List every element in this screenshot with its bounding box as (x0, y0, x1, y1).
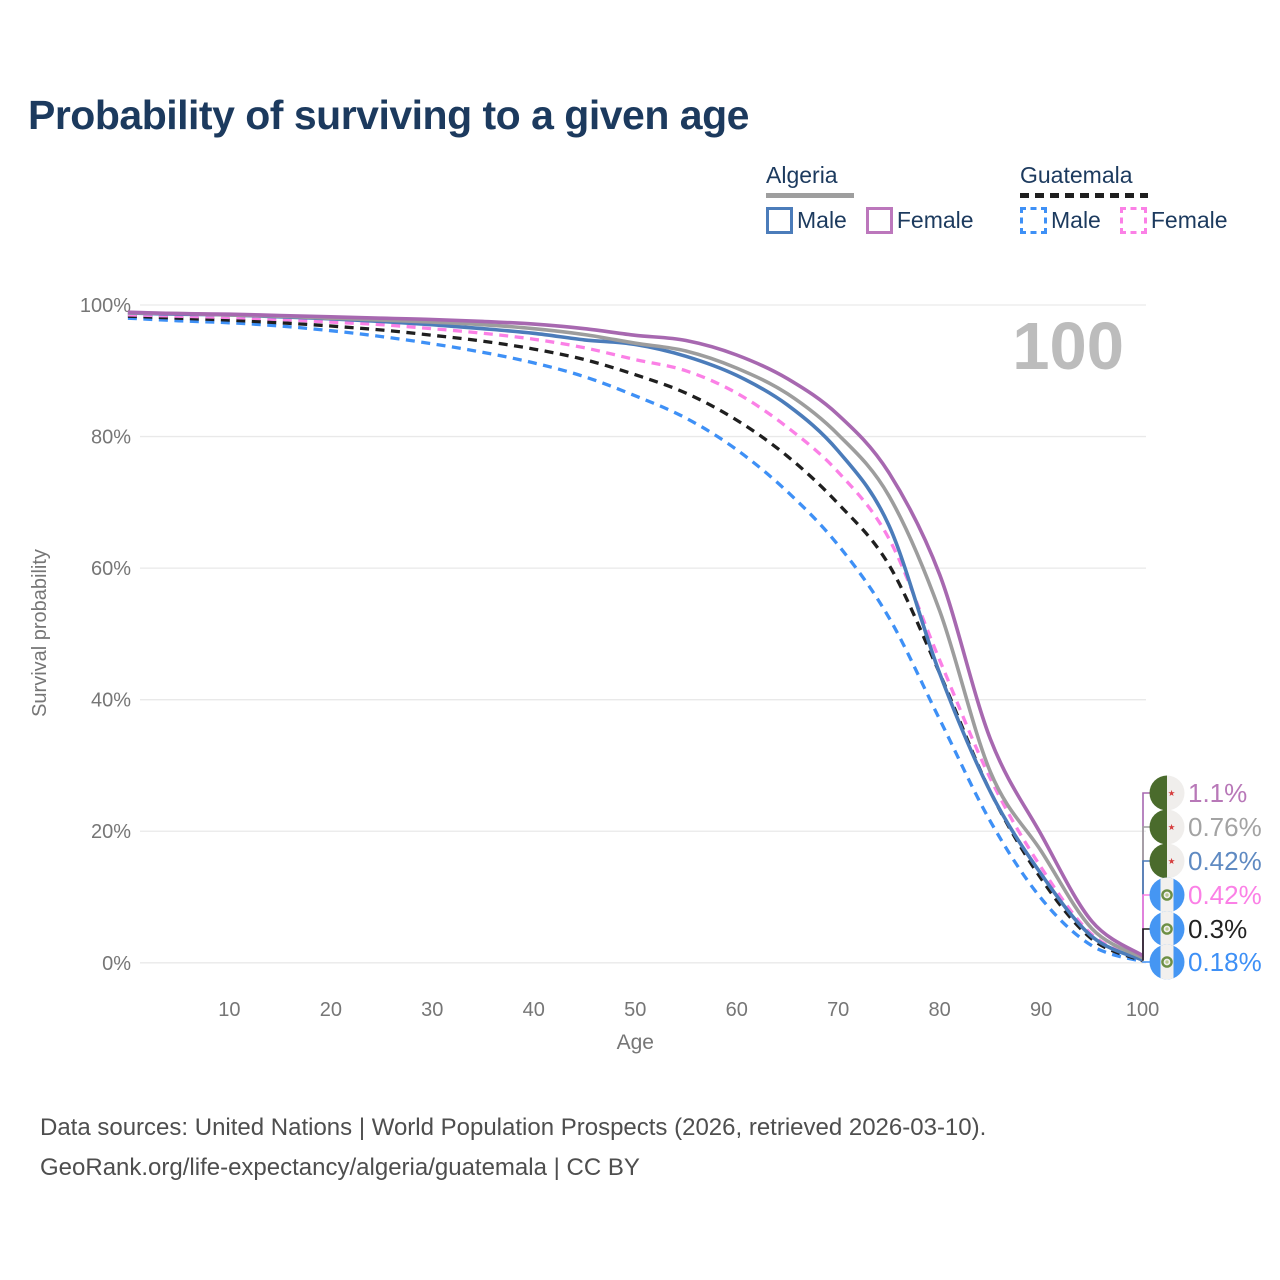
series-line-guatemala-female[interactable] (127, 313, 1144, 962)
gridlines (140, 304, 1146, 964)
end-label-connector-guatemala-both-sexes (1142, 928, 1151, 961)
x-axis-title: Age (617, 1031, 654, 1054)
legend-item-guatemala-male[interactable]: Male (1020, 207, 1101, 234)
end-label-value-guatemala-female: 0.42% (1188, 880, 1262, 910)
y-tick-60: 60% (91, 558, 131, 580)
legend-item-label: Female (1150, 207, 1228, 233)
x-tick-80: 80 (929, 999, 951, 1021)
page-title: Probability of surviving to a given age (28, 92, 749, 138)
x-tick-70: 70 (827, 999, 849, 1021)
y-tick-20: 20% (91, 821, 131, 843)
algeria-flag-icon (1149, 843, 1185, 879)
guatemala-flag-icon (1149, 944, 1185, 980)
x-tick-40: 40 (523, 999, 545, 1021)
series-lines (127, 310, 1144, 964)
end-label-value-guatemala-male: 0.18% (1188, 947, 1262, 977)
algeria-flag-icon (1149, 775, 1185, 811)
y-axis-title: Survival probability (29, 549, 51, 717)
footer: Data sources: United Nations | World Pop… (40, 1108, 986, 1188)
x-tick-10: 10 (218, 999, 240, 1021)
dashed-line-swatch-icon (1020, 207, 1047, 234)
legend-item-label: Male (1051, 207, 1101, 233)
end-label-value-guatemala-both-sexes: 0.3% (1188, 914, 1247, 944)
legend-country-guatemala: Guatemala (1020, 162, 1133, 188)
algeria-solid-line-swatch (766, 193, 854, 198)
y-axis-tick-labels: 0% 20% 40% 60% 80% 100% (80, 295, 131, 975)
series-line-algeria-female[interactable] (127, 310, 1144, 958)
y-tick-80: 80% (91, 427, 131, 449)
end-label-value-algeria-female: 1.1% (1188, 778, 1247, 808)
x-tick-20: 20 (320, 999, 342, 1021)
legend-item-label: Male (797, 207, 847, 233)
legend-item-algeria-male[interactable]: Male (766, 207, 847, 234)
series-line-guatemala-male[interactable] (127, 316, 1144, 964)
end-label-value-algeria-male: 0.42% (1188, 846, 1262, 876)
end-label-value-algeria-both-sexes: 0.76% (1188, 812, 1262, 842)
legend-item-label: Female (896, 207, 974, 233)
series-line-guatemala-both-sexes[interactable] (127, 314, 1144, 963)
solid-line-swatch-icon (865, 207, 893, 234)
guatemala-flag-icon (1149, 877, 1185, 913)
legend-group-guatemala: Guatemala Male Female (1020, 162, 1228, 234)
x-tick-60: 60 (726, 999, 748, 1021)
y-tick-40: 40% (91, 690, 131, 712)
algeria-flag-icon (1149, 809, 1185, 845)
x-axis-tick-labels: 10 20 30 40 50 60 70 80 90 100 (218, 999, 1159, 1021)
end-label-connector-algeria-male (1142, 860, 1151, 960)
legend-country-algeria: Algeria (766, 162, 838, 188)
solid-line-swatch-icon (766, 207, 793, 234)
guatemala-flag-icon (1149, 911, 1185, 947)
x-tick-90: 90 (1030, 999, 1052, 1021)
legend-item-guatemala-female[interactable]: Female (1119, 207, 1228, 234)
guatemala-dashed-line-swatch (1020, 193, 1148, 198)
x-tick-50: 50 (624, 999, 646, 1021)
data-sources-text: Data sources: United Nations | World Pop… (40, 1114, 987, 1141)
end-labels: 1.1% 0.76% 0.42% 0.42% 0.3%0.18% (1142, 775, 1262, 980)
x-tick-30: 30 (421, 999, 443, 1021)
dashed-line-swatch-icon (1119, 207, 1147, 234)
y-tick-100: 100% (80, 295, 131, 317)
attribution-text: GeoRank.org/life-expectancy/algeria/guat… (40, 1154, 640, 1181)
y-tick-0: 0% (102, 953, 131, 975)
legend-group-algeria: Algeria Male Female (766, 162, 974, 234)
series-line-algeria-both-sexes[interactable] (127, 311, 1144, 960)
age-watermark: 100 (1012, 309, 1124, 384)
series-line-algeria-male[interactable] (127, 311, 1144, 962)
legend-item-algeria-female[interactable]: Female (865, 207, 974, 234)
x-tick-100: 100 (1126, 999, 1159, 1021)
